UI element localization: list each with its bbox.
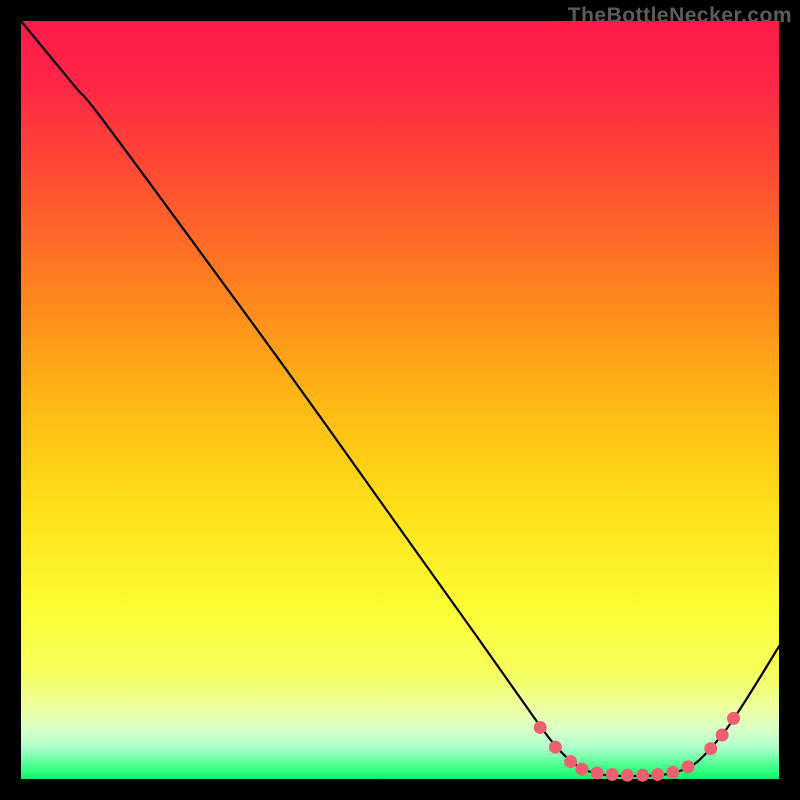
marker-dot xyxy=(666,766,679,779)
marker-dot xyxy=(651,768,664,781)
marker-dot xyxy=(549,741,562,754)
marker-dot xyxy=(564,755,577,768)
marker-dot xyxy=(704,742,717,755)
marker-dot xyxy=(636,769,649,782)
watermark-text: TheBottleNecker.com xyxy=(568,4,792,28)
marker-dot xyxy=(606,768,619,781)
marker-dot xyxy=(591,766,604,779)
marker-dot xyxy=(716,729,729,742)
chart-container: { "watermark": { "text": "TheBottleNecke… xyxy=(0,0,800,800)
marker-dot xyxy=(621,769,634,782)
marker-dot xyxy=(575,763,588,776)
marker-dot xyxy=(727,712,740,725)
gradient-background xyxy=(21,21,779,779)
bottleneck-chart xyxy=(0,0,800,800)
marker-dot xyxy=(534,721,547,734)
marker-dot xyxy=(682,760,695,773)
